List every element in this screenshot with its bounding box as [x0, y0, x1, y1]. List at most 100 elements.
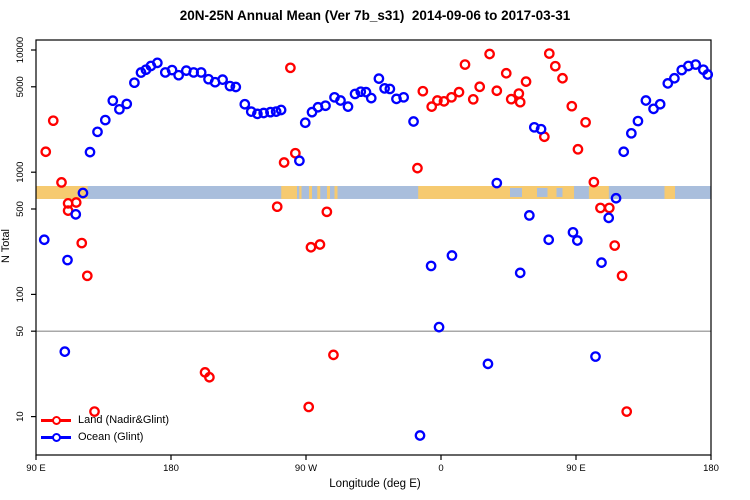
data-point-ocean	[373, 73, 385, 84]
data-point-land	[70, 197, 82, 208]
chart-title: 20N-25N Annual Mean (Ver 7b_s31) 2014-09…	[179, 8, 571, 23]
data-point-land	[588, 176, 600, 188]
data-point-land	[412, 162, 423, 174]
data-point-ocean	[398, 91, 409, 103]
land-marker-icon	[41, 416, 71, 425]
data-point-ocean	[640, 95, 652, 106]
data-point-land	[328, 349, 339, 361]
data-point-ocean	[379, 83, 390, 94]
data-point-ocean	[603, 212, 615, 224]
plot-border	[35, 39, 712, 456]
data-point-ocean	[571, 235, 583, 246]
data-point-ocean	[662, 78, 674, 89]
data-point-ocean	[99, 114, 111, 126]
data-point-ocean	[195, 67, 207, 78]
data-point-land	[89, 406, 100, 417]
map-band-land-segment	[588, 186, 609, 199]
map-band-land-segment	[418, 186, 575, 199]
map-band-ocean-patch	[537, 188, 548, 197]
data-point-ocean	[62, 254, 73, 266]
data-point-ocean	[166, 64, 178, 76]
data-point-land	[603, 202, 615, 214]
data-point-ocean	[173, 69, 184, 81]
data-point-ocean	[543, 234, 555, 246]
map-band-ocean-patch	[510, 188, 522, 197]
data-point-ocean	[152, 57, 163, 69]
x-tick-label: 90 E	[26, 463, 46, 474]
data-point-land	[491, 85, 503, 97]
map-band-land-segment	[317, 186, 321, 199]
data-point-ocean	[690, 59, 702, 70]
data-point-ocean	[77, 187, 89, 199]
ocean-marker-icon	[41, 433, 71, 442]
data-point-land	[204, 371, 215, 383]
data-point-land	[40, 146, 52, 158]
data-point-ocean	[342, 101, 354, 112]
data-point-ocean	[38, 234, 50, 246]
data-point-land	[557, 72, 568, 84]
data-point-land	[500, 67, 512, 79]
data-point-ocean	[245, 106, 257, 117]
data-point-land	[426, 101, 438, 112]
data-point-land	[303, 401, 315, 413]
data-point-land	[81, 270, 93, 282]
data-point-ocean	[349, 88, 361, 100]
data-point-ocean	[129, 77, 140, 89]
data-point-ocean	[59, 346, 71, 358]
y-tick-label: 10000	[15, 37, 26, 63]
x-axis-title: Longitude (deg E)	[329, 478, 421, 490]
legend-label-land: Land (Nadir&Glint)	[78, 414, 170, 426]
y-tick-label: 5000	[15, 76, 26, 97]
legend: Land (Nadir&Glint) Ocean (Glint)	[41, 412, 169, 446]
data-point-ocean	[414, 430, 426, 441]
data-point-ocean	[92, 126, 103, 138]
data-point-ocean	[275, 104, 287, 116]
data-point-ocean	[596, 257, 607, 268]
data-point-ocean	[408, 116, 419, 127]
data-point-ocean	[654, 98, 666, 110]
map-band-land-segment	[281, 186, 297, 199]
data-point-ocean	[632, 115, 644, 127]
data-point-land	[76, 237, 88, 249]
data-point-ocean	[482, 358, 494, 370]
data-point-ocean	[567, 226, 579, 238]
data-point-land	[595, 202, 606, 214]
data-point-ocean	[360, 86, 372, 98]
data-point-ocean	[70, 208, 82, 220]
legend-label-ocean: Ocean (Glint)	[78, 431, 144, 443]
data-point-ocean	[114, 103, 125, 115]
data-point-land	[314, 239, 326, 250]
map-band-land-segment	[334, 186, 338, 199]
map-band-ocean	[36, 186, 711, 199]
map-band-land-segment	[327, 186, 330, 199]
data-point-land	[484, 48, 495, 60]
data-point-land	[446, 91, 457, 103]
data-point-ocean	[610, 192, 622, 204]
map-band-land-segment	[309, 186, 312, 199]
data-point-ocean	[384, 83, 396, 95]
data-point-ocean	[217, 74, 228, 85]
data-point-land	[572, 143, 584, 155]
data-point-ocean	[446, 250, 458, 261]
data-point-land	[474, 81, 486, 93]
x-tick-label: 0	[438, 463, 443, 474]
data-point-land	[520, 76, 532, 87]
data-point-land	[616, 270, 628, 282]
data-point-ocean	[320, 100, 331, 112]
data-point-land	[47, 115, 59, 127]
data-point-land	[432, 95, 443, 106]
data-point-land	[505, 93, 517, 105]
data-point-land	[56, 177, 67, 188]
data-point-ocean	[425, 260, 437, 272]
map-band-ocean-patch	[556, 188, 563, 197]
y-tick-label: 10	[15, 411, 26, 422]
data-point-land	[271, 201, 283, 213]
map-band-land-segment	[36, 186, 88, 199]
data-point-ocean	[491, 177, 503, 189]
data-point-ocean	[299, 117, 311, 129]
legend-item-land: Land (Nadir&Glint)	[41, 412, 169, 429]
data-point-ocean	[230, 81, 242, 93]
data-point-land	[467, 93, 479, 105]
